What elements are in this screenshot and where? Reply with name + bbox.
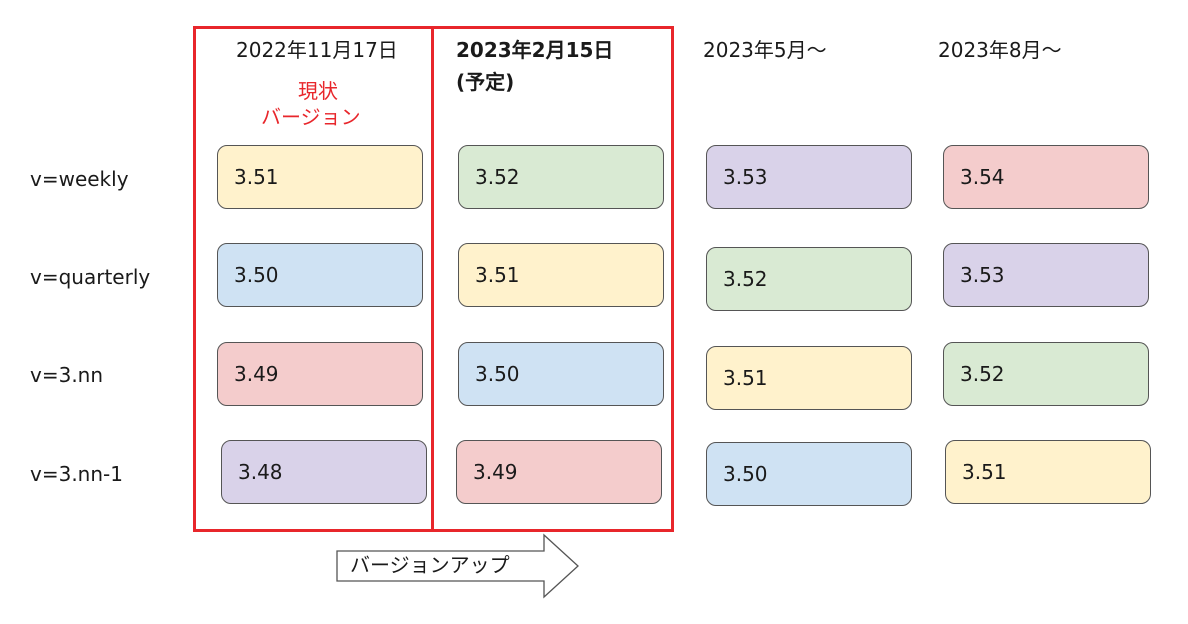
version-upgrade-arrow: バージョンアップ	[336, 533, 580, 599]
version-box: 3.50	[458, 342, 664, 406]
version-box: 3.54	[943, 145, 1149, 209]
column-header-2023-05: 2023年5月～	[703, 38, 827, 62]
version-box: 3.52	[706, 247, 912, 311]
current-version-label-line1: 現状	[298, 79, 338, 103]
row-label-3nn: v=3.nn	[30, 363, 104, 387]
version-box: 3.53	[943, 243, 1149, 307]
row-label-3nn-minus-1: v=3.nn-1	[30, 462, 123, 486]
version-box: 3.51	[217, 145, 423, 209]
next-version-frame	[431, 26, 674, 532]
version-box: 3.51	[458, 243, 664, 307]
row-label-quarterly: v=quarterly	[30, 265, 151, 289]
version-box: 3.51	[706, 346, 912, 410]
right-arrow-icon	[336, 533, 579, 599]
version-upgrade-label: バージョンアップ	[350, 553, 510, 577]
column-note-planned: (予定)	[456, 70, 515, 94]
column-header-2023-02-15: 2023年2月15日	[456, 38, 614, 62]
row-label-weekly: v=weekly	[30, 167, 129, 191]
version-box: 3.50	[706, 442, 912, 506]
version-box: 3.49	[456, 440, 662, 504]
version-box: 3.51	[945, 440, 1151, 504]
version-box: 3.52	[943, 342, 1149, 406]
version-box: 3.53	[706, 145, 912, 209]
column-header-2023-08: 2023年8月～	[938, 38, 1062, 62]
version-box: 3.50	[217, 243, 423, 307]
version-box: 3.52	[458, 145, 664, 209]
column-header-2022-11-17: 2022年11月17日	[236, 38, 398, 62]
version-box: 3.49	[217, 342, 423, 406]
current-version-label-line2: バージョン	[261, 105, 361, 129]
version-box: 3.48	[221, 440, 427, 504]
